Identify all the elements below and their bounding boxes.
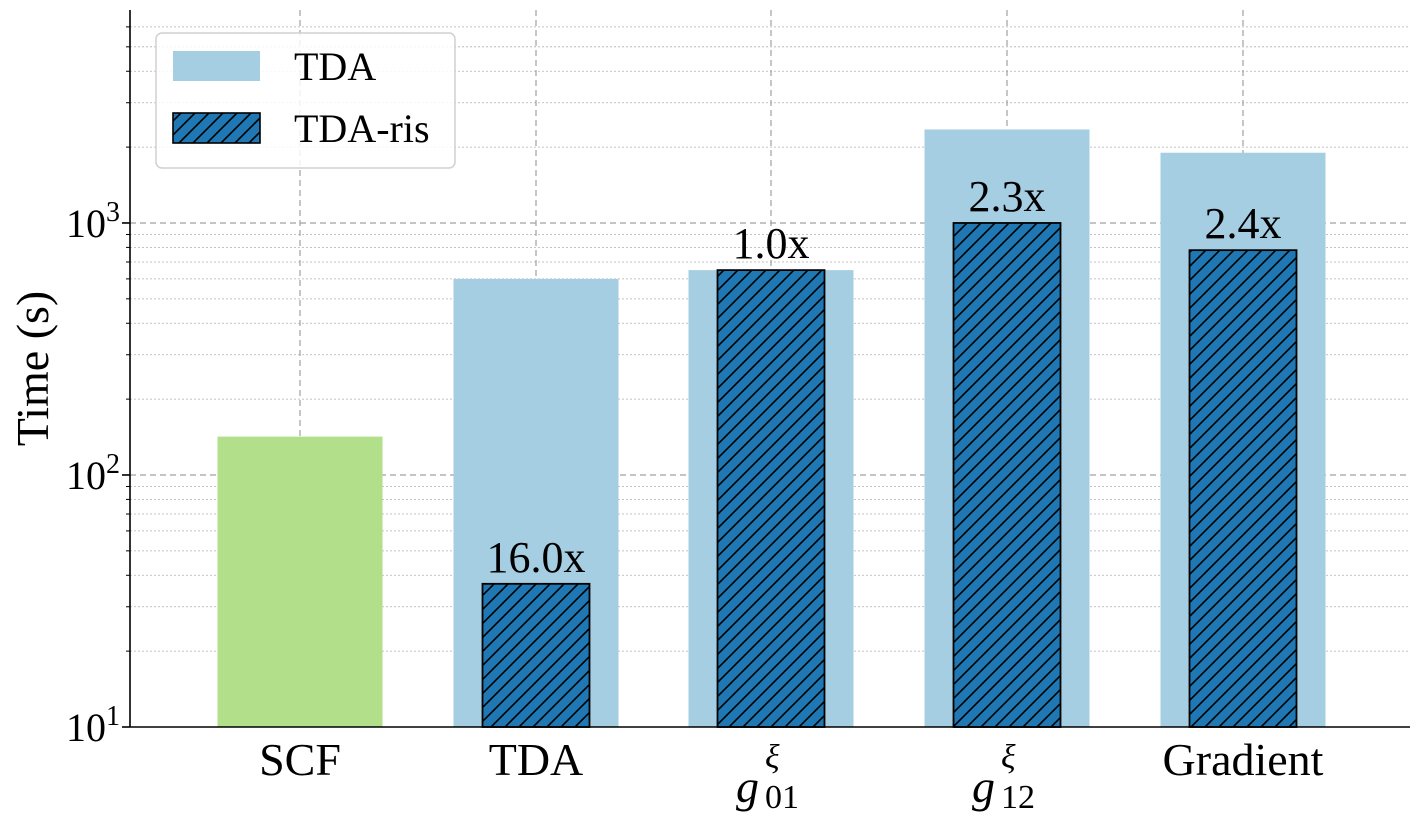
x-tick-label: TDA: [489, 734, 584, 785]
legend-label: TDA: [294, 44, 376, 89]
y-tick-label: 101: [66, 701, 120, 750]
speedup-label: 2.4x: [1205, 199, 1282, 248]
bars: [217, 129, 1326, 728]
x-tick-label: SCF: [259, 734, 341, 785]
y-tick-label: 102: [66, 449, 120, 498]
bar-tda-ris: [716, 269, 826, 728]
bar-tda-ris: [952, 222, 1062, 728]
speedup-label: 2.3x: [969, 172, 1046, 221]
x-tick-label-sub: 12: [1001, 779, 1035, 816]
speedup-label: 16.0x: [487, 533, 586, 582]
bar-tda-ris: [481, 582, 591, 728]
x-tick-label-sup: ξ: [765, 739, 780, 776]
legend-swatch-tda-ris: [172, 112, 261, 144]
x-tick-label-sup: ξ: [1001, 739, 1016, 776]
x-tick-label-base: g: [736, 761, 759, 812]
x-tick-label-base: g: [972, 761, 995, 812]
legend: TDA TDA-ris: [155, 32, 456, 169]
x-tick-label: Gradient: [1163, 734, 1324, 785]
bar-tda-ris: [1188, 249, 1298, 728]
y-tick-label: 103: [66, 197, 120, 246]
labels: 16.0x 1.0x 2.3x 2.4x: [487, 172, 1282, 582]
y-axis-label: Time (s): [7, 291, 58, 447]
bar-scf: [217, 436, 383, 727]
speedup-label: 1.0x: [733, 219, 810, 268]
x-tick-label-sub: 01: [765, 779, 799, 816]
legend-swatch-tda: [173, 51, 260, 81]
legend-label: TDA-ris: [294, 106, 430, 151]
